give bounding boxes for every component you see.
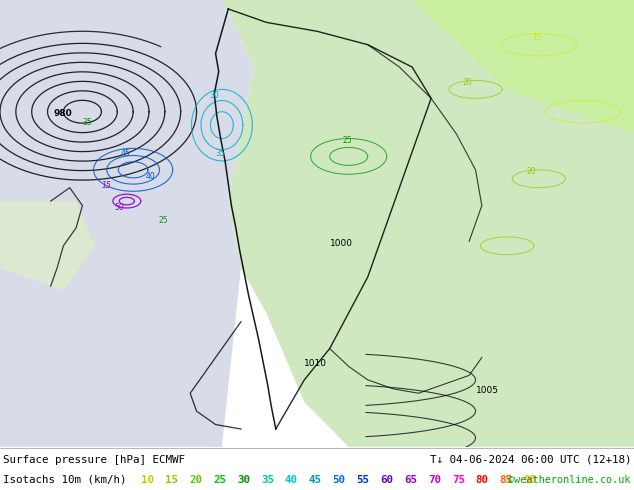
Text: 50: 50 <box>332 475 346 485</box>
Text: T↓ 04-06-2024 06:00 UTC (12+18): T↓ 04-06-2024 06:00 UTC (12+18) <box>429 455 631 465</box>
Text: ©weatheronline.co.uk: ©weatheronline.co.uk <box>508 475 631 485</box>
Text: 20: 20 <box>526 167 536 176</box>
Text: 10: 10 <box>141 475 155 485</box>
Text: 1010: 1010 <box>304 360 327 368</box>
Text: 40: 40 <box>285 475 298 485</box>
Text: 980: 980 <box>54 109 73 118</box>
Text: 20: 20 <box>463 78 472 87</box>
Text: 55: 55 <box>356 475 370 485</box>
Text: 45: 45 <box>120 149 130 158</box>
Text: 80: 80 <box>476 475 489 485</box>
Text: Surface pressure [hPa] ECMWF: Surface pressure [hPa] ECMWF <box>3 455 185 465</box>
Text: 1005: 1005 <box>476 386 498 395</box>
Text: 20: 20 <box>190 475 202 485</box>
Text: 15: 15 <box>533 33 542 42</box>
Text: 35: 35 <box>216 149 225 158</box>
Polygon shape <box>0 0 254 447</box>
Text: 25: 25 <box>158 217 168 225</box>
Text: 30: 30 <box>209 91 219 100</box>
Polygon shape <box>222 0 634 447</box>
Text: 65: 65 <box>404 475 417 485</box>
Text: 35: 35 <box>261 475 274 485</box>
Text: 60: 60 <box>380 475 393 485</box>
Text: 1000: 1000 <box>330 239 353 248</box>
Text: 50: 50 <box>114 203 124 212</box>
Text: 45: 45 <box>309 475 321 485</box>
Text: 90: 90 <box>524 475 536 485</box>
Text: 40: 40 <box>146 172 155 181</box>
Text: 15: 15 <box>165 475 178 485</box>
Text: 35: 35 <box>82 118 92 127</box>
Text: 85: 85 <box>500 475 513 485</box>
Text: 25: 25 <box>213 475 226 485</box>
Text: Isotachs 10m (km/h): Isotachs 10m (km/h) <box>3 475 127 485</box>
Text: 25: 25 <box>342 136 352 145</box>
Polygon shape <box>0 201 95 291</box>
Polygon shape <box>412 0 634 134</box>
Text: 15: 15 <box>101 181 111 190</box>
Text: 75: 75 <box>452 475 465 485</box>
Text: 70: 70 <box>428 475 441 485</box>
Text: 30: 30 <box>237 475 250 485</box>
